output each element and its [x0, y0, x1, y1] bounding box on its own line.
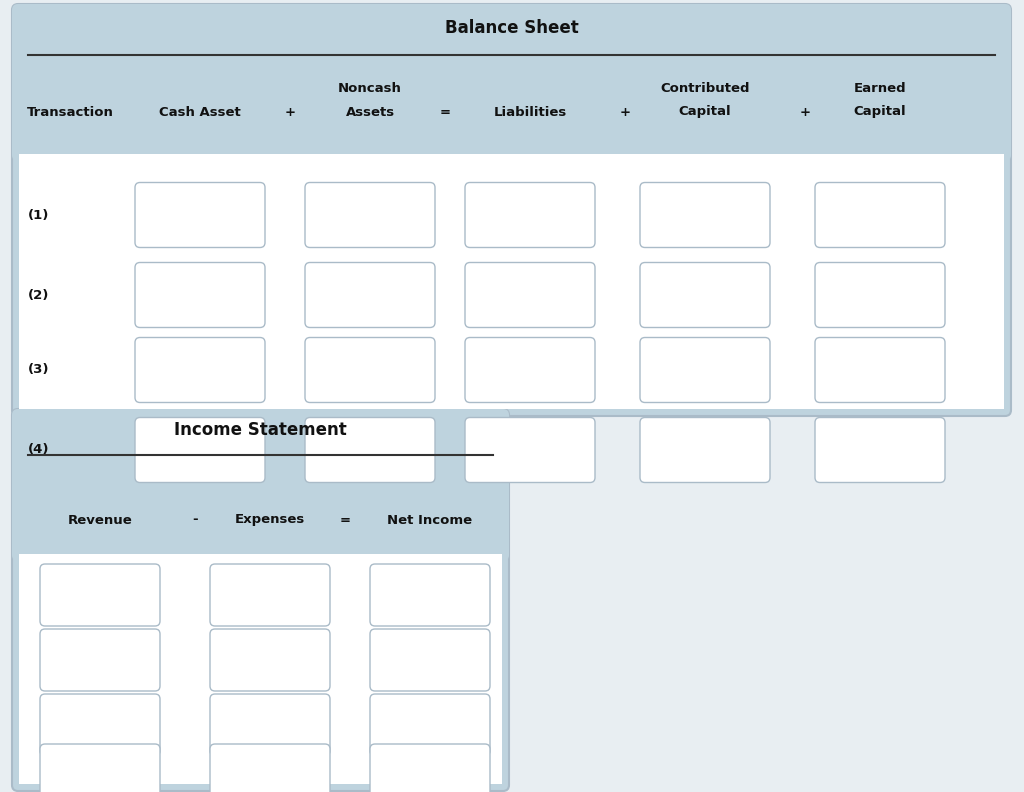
FancyBboxPatch shape — [465, 337, 595, 402]
Text: Assets: Assets — [345, 105, 394, 119]
FancyBboxPatch shape — [370, 744, 490, 792]
Bar — [18, 143, 1005, 155]
Text: Contributed: Contributed — [660, 82, 750, 94]
FancyBboxPatch shape — [640, 182, 770, 247]
FancyBboxPatch shape — [305, 337, 435, 402]
FancyBboxPatch shape — [640, 337, 770, 402]
Text: Balance Sheet: Balance Sheet — [444, 19, 579, 37]
Text: +: + — [285, 105, 296, 119]
FancyBboxPatch shape — [12, 4, 1011, 416]
Text: =: = — [340, 513, 350, 527]
Text: Noncash: Noncash — [338, 82, 402, 94]
Bar — [18, 543, 503, 555]
FancyBboxPatch shape — [465, 262, 595, 328]
FancyBboxPatch shape — [465, 417, 595, 482]
Text: Capital: Capital — [854, 105, 906, 119]
FancyBboxPatch shape — [305, 182, 435, 247]
FancyBboxPatch shape — [135, 182, 265, 247]
Text: =: = — [439, 105, 451, 119]
Text: Transaction: Transaction — [27, 105, 114, 119]
FancyBboxPatch shape — [640, 262, 770, 328]
FancyBboxPatch shape — [12, 4, 1011, 161]
Text: Cash Asset: Cash Asset — [159, 105, 241, 119]
FancyBboxPatch shape — [465, 182, 595, 247]
FancyBboxPatch shape — [815, 262, 945, 328]
FancyBboxPatch shape — [815, 417, 945, 482]
FancyBboxPatch shape — [40, 694, 160, 756]
FancyBboxPatch shape — [135, 262, 265, 328]
FancyBboxPatch shape — [305, 417, 435, 482]
FancyBboxPatch shape — [815, 337, 945, 402]
FancyBboxPatch shape — [12, 409, 509, 791]
Text: Net Income: Net Income — [387, 513, 472, 527]
Text: (1): (1) — [28, 208, 49, 222]
FancyBboxPatch shape — [370, 564, 490, 626]
Bar — [19, 154, 1004, 409]
Text: Income Statement: Income Statement — [174, 421, 347, 439]
Text: Capital: Capital — [679, 105, 731, 119]
FancyBboxPatch shape — [815, 182, 945, 247]
Text: +: + — [620, 105, 631, 119]
Text: -: - — [193, 513, 198, 527]
FancyBboxPatch shape — [12, 409, 509, 561]
Bar — [19, 554, 502, 784]
Text: Revenue: Revenue — [68, 513, 132, 527]
Text: (3): (3) — [28, 364, 49, 376]
Text: Earned: Earned — [854, 82, 906, 94]
FancyBboxPatch shape — [210, 564, 330, 626]
FancyBboxPatch shape — [135, 337, 265, 402]
Text: (2): (2) — [28, 288, 49, 302]
FancyBboxPatch shape — [210, 744, 330, 792]
FancyBboxPatch shape — [40, 629, 160, 691]
Text: Expenses: Expenses — [234, 513, 305, 527]
FancyBboxPatch shape — [370, 694, 490, 756]
FancyBboxPatch shape — [40, 564, 160, 626]
FancyBboxPatch shape — [210, 629, 330, 691]
FancyBboxPatch shape — [210, 694, 330, 756]
FancyBboxPatch shape — [640, 417, 770, 482]
FancyBboxPatch shape — [135, 417, 265, 482]
Text: +: + — [800, 105, 811, 119]
FancyBboxPatch shape — [370, 629, 490, 691]
Text: Liabilities: Liabilities — [494, 105, 566, 119]
FancyBboxPatch shape — [305, 262, 435, 328]
Text: (4): (4) — [28, 444, 49, 456]
FancyBboxPatch shape — [40, 744, 160, 792]
